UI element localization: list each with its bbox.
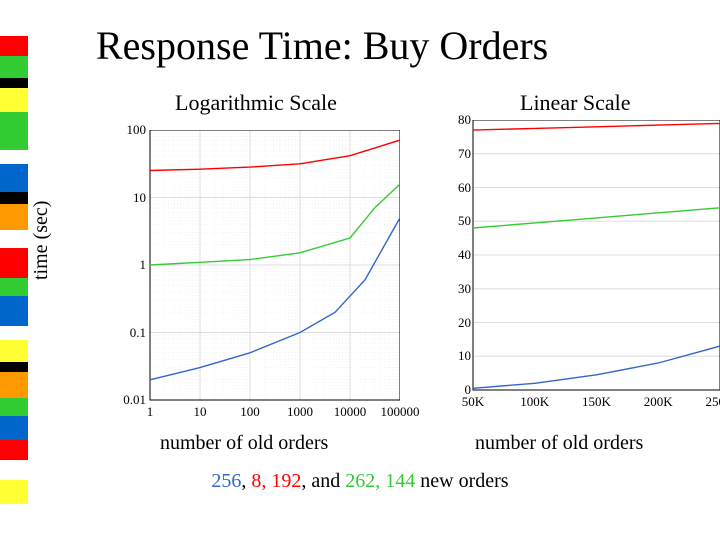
sidebar-block bbox=[0, 440, 28, 460]
chart-linear bbox=[445, 120, 720, 415]
ytick-right: 20 bbox=[447, 315, 471, 331]
ytick-right: 40 bbox=[447, 247, 471, 263]
xtick-right: 100K bbox=[514, 394, 556, 410]
sidebar-block bbox=[0, 326, 28, 340]
chart-linear-svg bbox=[445, 120, 720, 415]
sidebar-block bbox=[0, 504, 28, 540]
xtick-left: 10 bbox=[176, 404, 224, 420]
xtick-left: 100 bbox=[226, 404, 274, 420]
xtick-left: 10000 bbox=[326, 404, 374, 420]
sidebar-block bbox=[0, 204, 28, 230]
ytick-left: 0.1 bbox=[106, 325, 146, 341]
ytick-right: 50 bbox=[447, 213, 471, 229]
bottom-caption: 256, 8, 192, and 262, 144 new orders bbox=[0, 470, 720, 493]
sidebar-block bbox=[0, 398, 28, 416]
ytick-right: 30 bbox=[447, 281, 471, 297]
ytick-left: 10 bbox=[106, 190, 146, 206]
caption-sep1: , bbox=[241, 470, 251, 492]
color-sidebar bbox=[0, 0, 28, 540]
xtick-left: 1000 bbox=[276, 404, 324, 420]
sidebar-block bbox=[0, 296, 28, 326]
sidebar-block bbox=[0, 340, 28, 362]
y-axis-label: time (sec) bbox=[30, 201, 53, 280]
ytick-right: 70 bbox=[447, 146, 471, 162]
caption-sep2: , and bbox=[301, 470, 345, 492]
sidebar-block bbox=[0, 278, 28, 296]
sidebar-block bbox=[0, 78, 28, 88]
subtitle-right: Linear Scale bbox=[520, 90, 631, 116]
ytick-right: 10 bbox=[447, 348, 471, 364]
xtick-left: 1 bbox=[126, 404, 174, 420]
ytick-left: 1 bbox=[106, 257, 146, 273]
sidebar-block bbox=[0, 416, 28, 440]
caption-series-262144: 262, 144 bbox=[345, 470, 415, 492]
xtick-right: 50K bbox=[452, 394, 494, 410]
slide: Response Time: Buy Orders Logarithmic Sc… bbox=[0, 0, 720, 540]
page-title: Response Time: Buy Orders bbox=[96, 22, 548, 69]
sidebar-block bbox=[0, 36, 28, 56]
sidebar-block bbox=[0, 0, 28, 36]
xtick-right: 200K bbox=[637, 394, 679, 410]
sidebar-block bbox=[0, 56, 28, 78]
sidebar-block bbox=[0, 112, 28, 150]
caption-series-8192: 8, 192 bbox=[251, 470, 301, 492]
sidebar-block bbox=[0, 88, 28, 112]
sidebar-block bbox=[0, 164, 28, 192]
sidebar-block bbox=[0, 230, 28, 248]
subtitle-left: Logarithmic Scale bbox=[175, 90, 337, 116]
sidebar-block bbox=[0, 248, 28, 278]
sidebar-block bbox=[0, 362, 28, 372]
sidebar-block bbox=[0, 150, 28, 164]
xtick-right: 250K bbox=[699, 394, 720, 410]
xtick-right: 150K bbox=[576, 394, 618, 410]
caption-suffix: new orders bbox=[415, 470, 508, 492]
ytick-left: 100 bbox=[106, 122, 146, 138]
x-axis-label-left: number of old orders bbox=[160, 432, 328, 455]
sidebar-block bbox=[0, 372, 28, 398]
x-axis-label-right: number of old orders bbox=[475, 432, 643, 455]
caption-series-256: 256 bbox=[211, 470, 241, 492]
sidebar-block bbox=[0, 192, 28, 204]
xtick-left: 100000 bbox=[376, 404, 424, 420]
ytick-right: 80 bbox=[447, 112, 471, 128]
ytick-right: 60 bbox=[447, 180, 471, 196]
